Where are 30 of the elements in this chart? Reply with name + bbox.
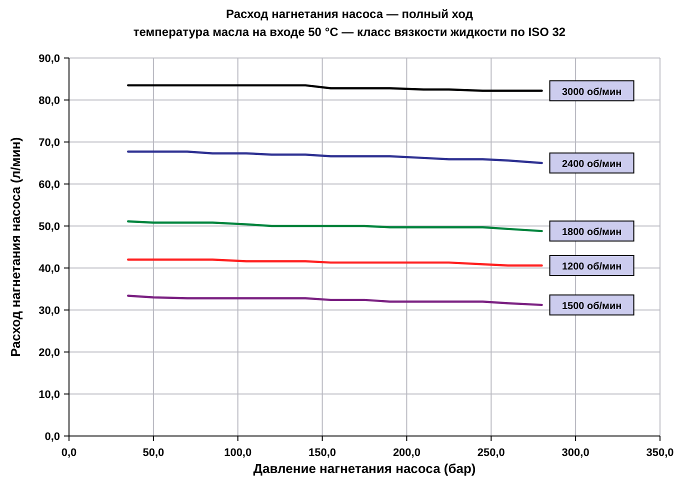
text: 2400 об/мин (562, 159, 622, 170)
y-tick-label: 10,0 (38, 389, 60, 401)
y-tick-label: 0,0 (44, 431, 60, 443)
y-tick-label: 30,0 (38, 305, 60, 317)
y-tick-label: 50,0 (38, 221, 60, 233)
text: 3000 об/мин (562, 86, 622, 98)
y-tick-label: 20,0 (38, 347, 60, 359)
x-tick-label: 250,0 (477, 447, 505, 459)
x-tick-label: 200,0 (392, 447, 420, 459)
text: 1500 об/мин (562, 300, 622, 312)
chart-subtitle: температура масла на входе 50 °C — класс вязкости жидкости по ISO 32 (133, 25, 566, 39)
text: 1800 об/мин (562, 227, 622, 238)
text: 1200 об/мин (562, 261, 622, 272)
x-tick-label: 100,0 (224, 447, 252, 459)
y-tick-label: 80,0 (38, 95, 60, 107)
y-tick-label: 90,0 (38, 53, 60, 65)
line-series (127, 294, 543, 306)
x-tick-label: 350,0 (646, 447, 674, 459)
y-axis-title: Расход нагнетания насоса (л/мин) (8, 137, 23, 357)
x-tick-label: 0,0 (61, 447, 77, 459)
y-tick-label: 40,0 (38, 263, 60, 275)
y-tick-label: 60,0 (38, 179, 60, 191)
line-series (127, 150, 543, 164)
line-series (127, 220, 543, 232)
x-axis-title: Давление нагнетания насоса (бар) (253, 461, 476, 476)
chart-title: Расход нагнетания насоса — полный ход (226, 7, 474, 21)
x-tick-label: 150,0 (308, 447, 336, 459)
y-tick-label: 70,0 (38, 137, 60, 149)
x-tick-label: 300,0 (562, 447, 590, 459)
x-tick-label: 50,0 (142, 447, 164, 459)
